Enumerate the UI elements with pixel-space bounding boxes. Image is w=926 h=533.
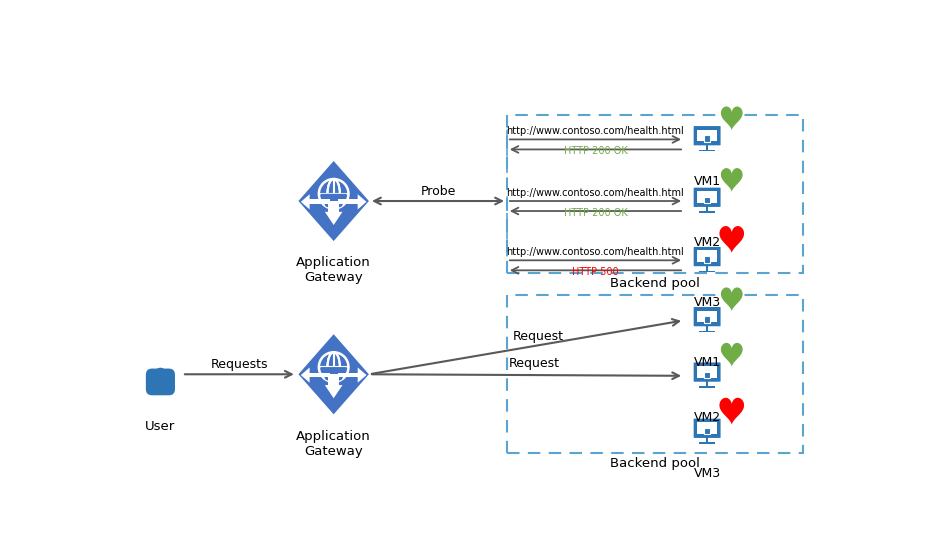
Bar xyxy=(307,373,330,377)
Bar xyxy=(329,201,339,213)
FancyBboxPatch shape xyxy=(693,246,721,267)
Bar xyxy=(697,191,718,203)
Text: Application
Gateway: Application Gateway xyxy=(296,256,371,285)
Circle shape xyxy=(155,368,167,379)
Bar xyxy=(704,256,710,263)
Polygon shape xyxy=(720,107,743,131)
Bar xyxy=(704,135,710,142)
Polygon shape xyxy=(720,343,743,367)
FancyBboxPatch shape xyxy=(693,187,721,208)
Text: Application
Gateway: Application Gateway xyxy=(296,430,371,458)
Bar xyxy=(697,311,718,322)
Polygon shape xyxy=(301,194,309,209)
Bar xyxy=(697,366,718,377)
Text: VM1: VM1 xyxy=(694,175,720,188)
Text: Probe: Probe xyxy=(420,185,456,198)
Bar xyxy=(706,144,708,150)
Bar xyxy=(706,437,708,442)
Text: http://www.contoso.com/health.html: http://www.contoso.com/health.html xyxy=(507,247,684,257)
Bar xyxy=(697,422,718,434)
Bar xyxy=(697,130,718,141)
Text: VM3: VM3 xyxy=(694,296,720,309)
Polygon shape xyxy=(704,196,711,197)
FancyBboxPatch shape xyxy=(693,306,721,327)
Bar xyxy=(507,295,804,453)
Polygon shape xyxy=(325,385,343,398)
Polygon shape xyxy=(704,255,711,256)
Text: User: User xyxy=(145,421,176,433)
Bar xyxy=(699,150,715,151)
Bar xyxy=(706,265,708,271)
Bar xyxy=(507,115,804,273)
Bar xyxy=(697,251,718,262)
Bar xyxy=(699,271,715,272)
Polygon shape xyxy=(720,168,743,192)
Polygon shape xyxy=(357,194,367,209)
Text: Backend pool: Backend pool xyxy=(610,277,700,290)
Polygon shape xyxy=(325,212,343,225)
Text: HTTP 200 OK: HTTP 200 OK xyxy=(564,208,627,218)
Bar xyxy=(699,442,715,444)
Bar xyxy=(706,326,708,330)
Polygon shape xyxy=(301,367,309,383)
Polygon shape xyxy=(298,161,369,241)
FancyBboxPatch shape xyxy=(693,418,721,439)
FancyBboxPatch shape xyxy=(693,361,721,383)
Polygon shape xyxy=(320,194,347,209)
Bar xyxy=(704,372,710,378)
Polygon shape xyxy=(720,398,745,425)
Polygon shape xyxy=(720,226,745,253)
Bar xyxy=(706,381,708,386)
Text: HTTP 200 OK: HTTP 200 OK xyxy=(564,147,627,156)
Polygon shape xyxy=(320,367,347,383)
Text: Backend pool: Backend pool xyxy=(610,457,700,471)
Polygon shape xyxy=(704,134,711,135)
Polygon shape xyxy=(720,287,743,311)
Text: http://www.contoso.com/health.html: http://www.contoso.com/health.html xyxy=(507,188,684,198)
Bar xyxy=(699,212,715,213)
Polygon shape xyxy=(298,334,369,414)
Bar xyxy=(329,374,339,386)
Text: VM3: VM3 xyxy=(694,467,720,480)
Text: Requests: Requests xyxy=(210,358,269,371)
Text: Request: Request xyxy=(508,358,559,370)
Bar xyxy=(704,316,710,322)
Text: VM2: VM2 xyxy=(694,411,720,424)
Text: http://www.contoso.com/health.html: http://www.contoso.com/health.html xyxy=(507,126,684,136)
Polygon shape xyxy=(704,427,711,428)
Text: HTTP 500: HTTP 500 xyxy=(572,267,619,277)
Bar xyxy=(307,199,330,204)
Polygon shape xyxy=(704,371,711,372)
Text: Request: Request xyxy=(513,330,564,343)
FancyBboxPatch shape xyxy=(146,368,175,395)
Bar xyxy=(699,330,715,333)
Bar xyxy=(706,206,708,212)
Bar xyxy=(699,386,715,388)
Bar xyxy=(704,428,710,434)
Bar xyxy=(704,197,710,203)
Bar xyxy=(338,373,359,377)
Text: VM1: VM1 xyxy=(694,356,720,369)
Bar xyxy=(338,199,359,204)
Polygon shape xyxy=(357,367,367,383)
FancyBboxPatch shape xyxy=(693,125,721,146)
Text: VM2: VM2 xyxy=(694,237,720,249)
